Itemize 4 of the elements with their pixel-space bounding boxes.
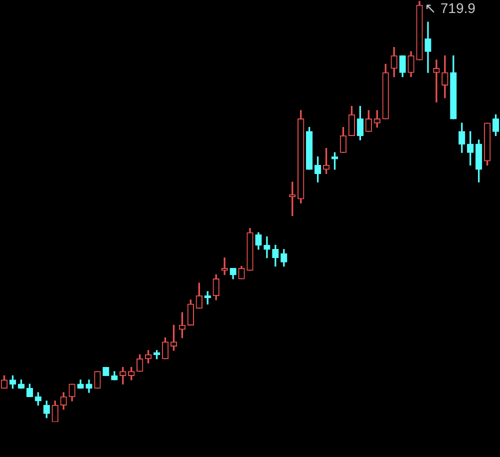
- candlestick: [264, 236, 270, 258]
- candlestick: [221, 257, 228, 275]
- candlestick: [433, 60, 440, 102]
- annotation: ↖ 719.9: [424, 0, 476, 16]
